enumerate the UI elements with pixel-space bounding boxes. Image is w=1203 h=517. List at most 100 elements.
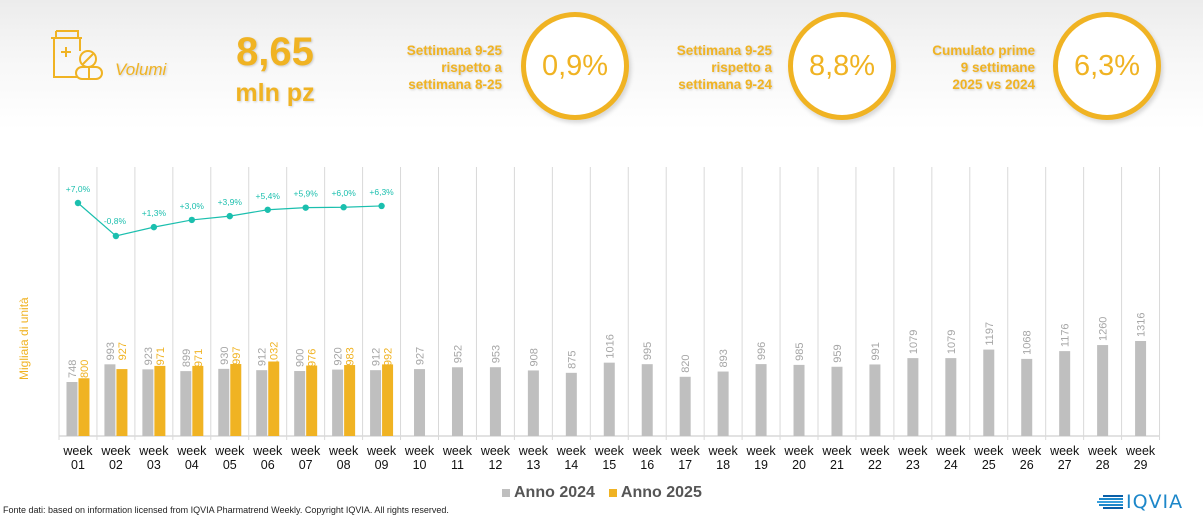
growth-label: +7,0% [66, 184, 91, 194]
bar-label-2024: 1197 [984, 322, 996, 346]
kpi-weekly-vs-last-year-label: Settimana 9-25 rispetto a settimana 9-24 [676, 43, 772, 92]
bar-2024 [142, 369, 154, 436]
x-tick-label: week [62, 444, 93, 458]
growth-point [188, 216, 196, 224]
x-tick-label: week [821, 444, 852, 458]
bar-label-2024: 1316 [1136, 313, 1148, 337]
bar-label-2024: 1079 [908, 330, 920, 354]
x-tick-label: week [973, 444, 1004, 458]
bar-label-2024: 912 [371, 348, 383, 366]
x-tick-label: week [556, 444, 587, 458]
bar-2024 [945, 358, 957, 436]
x-tick-label: 26 [1020, 458, 1034, 472]
x-tick-label: week [442, 444, 473, 458]
x-tick-label: 28 [1096, 458, 1110, 472]
legend-item-2024: Anno 2024 [502, 484, 595, 502]
bar-2024 [104, 364, 116, 436]
bar-label-2025: 971 [155, 347, 167, 365]
x-tick-label: week [594, 444, 625, 458]
bar-2024 [983, 349, 995, 436]
kpi-cumulative-value: 6,3% [1053, 12, 1161, 120]
kpi-weekly-vs-last-year-value: 8,8% [788, 12, 896, 120]
x-tick-label: week [214, 444, 245, 458]
x-tick-label: 15 [602, 458, 616, 472]
bar-2025 [78, 378, 90, 436]
legend-label-2024: Anno 2024 [514, 484, 595, 501]
x-tick-label: week [252, 444, 283, 458]
x-tick-label: 12 [488, 458, 502, 472]
x-tick-label: week [100, 444, 131, 458]
growth-label: +1,3% [142, 208, 167, 218]
growth-label: +6,0% [331, 188, 356, 198]
x-tick-label: week [1125, 444, 1156, 458]
x-tick-label: 10 [413, 458, 427, 472]
growth-point [378, 202, 385, 210]
bar-2024 [755, 364, 767, 436]
bar-label-2024: 820 [680, 354, 692, 372]
bar-2024 [793, 364, 805, 436]
bar-label-2025: 983 [345, 347, 357, 365]
x-tick-label: 03 [147, 458, 161, 472]
bar-2024 [66, 382, 78, 436]
bar-2024 [451, 367, 463, 436]
x-tick-label: 14 [564, 458, 578, 472]
growth-label: +3,9% [218, 197, 243, 207]
bar-2025 [306, 365, 318, 436]
growth-point [340, 204, 347, 211]
bar-2025 [230, 364, 242, 436]
x-tick-label: week [290, 444, 321, 458]
data-source-note: Fonte dati: based on information license… [3, 505, 449, 515]
legend-swatch-2025 [608, 489, 617, 497]
x-tick-label: week [708, 444, 739, 458]
bar-2025 [382, 364, 394, 436]
iqvia-lines-icon [1097, 495, 1123, 509]
bar-label-2024: 920 [333, 347, 345, 365]
bar-label-2024: 908 [528, 348, 540, 366]
bar-2024 [907, 358, 919, 436]
bar-label-2024: 952 [452, 345, 464, 363]
x-tick-label: week [897, 444, 928, 458]
growth-point [264, 206, 271, 213]
bar-label-2025: 976 [307, 349, 319, 367]
bar-label-2025: 1032 [269, 342, 281, 366]
growth-label: +6,3% [369, 187, 394, 197]
bar-label-2024: 927 [415, 347, 427, 365]
growth-label: +3,0% [180, 201, 205, 211]
bar-2025 [192, 365, 204, 436]
bar-label-2025: 971 [193, 349, 205, 367]
bar-label-2024: 1176 [1060, 323, 1072, 347]
bar-2024 [527, 370, 539, 436]
growth-point [112, 232, 120, 240]
bar-label-2024: 1016 [604, 334, 616, 358]
bar-label-2024: 899 [181, 349, 193, 367]
iqvia-logo-text: IQVIA [1126, 491, 1184, 513]
x-tick-label: 01 [71, 458, 85, 472]
x-tick-label: 06 [261, 458, 275, 472]
bar-2024 [180, 371, 192, 436]
x-tick-label: week [480, 444, 511, 458]
x-tick-label: week [1011, 444, 1042, 458]
x-tick-label: 13 [526, 458, 540, 472]
bar-label-2024: 985 [794, 343, 806, 361]
bar-2024 [489, 367, 501, 436]
growth-point [302, 204, 309, 211]
x-axis: week01week02week03week04week05week06week… [62, 444, 1156, 472]
bar-2025 [268, 361, 280, 436]
bar-2024 [294, 371, 306, 436]
x-tick-label: week [745, 444, 776, 458]
bar-2024 [717, 371, 729, 436]
kpi-weekly-vs-previous-label: Settimana 9-25 rispetto a settimana 8-25 [406, 43, 502, 92]
x-tick-label: 05 [223, 458, 237, 472]
x-tick-label: 23 [906, 458, 920, 472]
bar-label-2024: 923 [143, 347, 155, 365]
total-volume-value: 8,65 [236, 30, 314, 74]
bar-2025 [116, 369, 128, 436]
legend-item-2025: Anno 2025 [608, 484, 702, 502]
bar-label-2024: 748 [67, 360, 79, 378]
bar-label-2024: 959 [832, 344, 844, 362]
x-tick-label: 11 [451, 458, 464, 472]
bar-label-2025: 927 [117, 342, 129, 360]
bar-label-2024: 930 [219, 347, 231, 365]
x-tick-label: 17 [678, 458, 692, 472]
growth-point [150, 223, 158, 231]
